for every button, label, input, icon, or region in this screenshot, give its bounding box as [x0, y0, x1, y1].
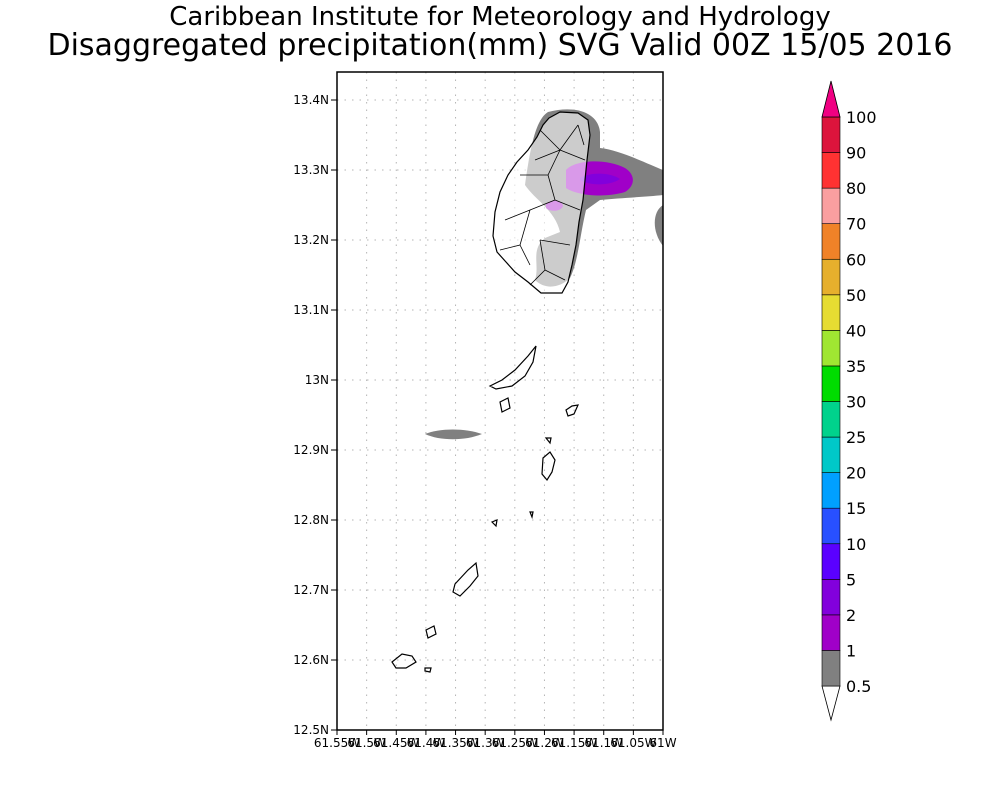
colorbar-swatch: [821, 152, 841, 189]
precip-area-0.5mm-sea: [425, 429, 482, 440]
colorbar-swatch: [821, 187, 841, 224]
lon-tick-label: 61W: [649, 736, 676, 750]
colorbar-swatch: [821, 365, 841, 402]
lon-tick-label: 61.3W: [466, 736, 505, 750]
precip-area-2mm: [580, 173, 620, 185]
island-mustique: [541, 451, 556, 482]
lat-tick-label: 12.6N: [293, 653, 329, 667]
colorbar-label: 30: [846, 393, 866, 412]
colorbar-label: 90: [846, 144, 866, 163]
lat-tick-label: 12.5N: [293, 723, 329, 737]
colorbar-swatch: [821, 650, 841, 687]
lat-tick-label: 13N: [305, 373, 329, 387]
colorbar-swatch: [821, 614, 841, 651]
island-union: [391, 653, 417, 669]
colorbar-label: 100: [846, 108, 877, 127]
colorbar-label: 40: [846, 321, 866, 340]
colorbar-label: 80: [846, 179, 866, 198]
colorbar-label: 1: [846, 641, 856, 660]
colorbar-lower-extension: [821, 685, 841, 722]
colorbar-label: 70: [846, 215, 866, 234]
chart-title: Caribbean Institute for Meteorology and …: [169, 2, 831, 32]
colorbar-swatch: [821, 116, 841, 153]
colorbar-swatch: [821, 543, 841, 580]
colorbar-swatch: [821, 472, 841, 509]
lat-tick-label: 13.3N: [293, 163, 329, 177]
colorbar-label: 60: [846, 250, 866, 269]
colorbar-swatch: [821, 401, 841, 438]
lon-tick-label: 61.1W: [584, 736, 623, 750]
colorbar-swatch: [821, 507, 841, 545]
colorbar-label: 20: [846, 464, 866, 483]
lat-tick-label: 12.9N: [293, 443, 329, 457]
chart-subtitle: Disaggregated precipitation(mm) SVG Vali…: [47, 28, 953, 63]
island-canouan: [452, 561, 479, 597]
longitude-axis: 61.55W61.5W61.45W61.4W61.35W61.3W61.25W6…: [314, 730, 677, 750]
island-bequia: [488, 345, 537, 390]
island-small-4: [490, 519, 498, 528]
map-grid: [337, 72, 663, 730]
plot-frame: [336, 71, 664, 731]
island-small-5: [424, 667, 432, 673]
island-small-2: [425, 625, 437, 639]
lat-tick-label: 12.7N: [293, 583, 329, 597]
lon-tick-label: 61.05W: [610, 736, 656, 750]
lon-tick-label: 61.4W: [407, 736, 446, 750]
colorbar-label: 0.5: [846, 677, 871, 696]
island-small-7: [529, 511, 534, 520]
island-rivers: [499, 124, 586, 286]
lat-tick-label: 13.4N: [293, 93, 329, 107]
colorbar-label: 10: [846, 535, 866, 554]
island-small-6: [544, 437, 552, 445]
colorbar-swatch: [821, 223, 841, 260]
colorbar-label: 25: [846, 428, 866, 447]
lon-tick-label: 61.5W: [347, 736, 386, 750]
island-small-1: [565, 404, 580, 417]
colorbar-label: 5: [846, 570, 856, 589]
lat-tick-label: 13.2N: [293, 233, 329, 247]
colorbar-label: 50: [846, 286, 866, 305]
colorbar-swatch: [821, 436, 841, 473]
lon-tick-label: 61.45W: [373, 736, 419, 750]
colorbar-swatch: [821, 330, 841, 367]
lon-tick-label: 61.35W: [432, 736, 478, 750]
lon-tick-label: 61.55W: [314, 736, 360, 750]
colorbar-label: 2: [846, 606, 856, 625]
island-small-3: [499, 397, 511, 413]
lat-tick-label: 12.8N: [293, 513, 329, 527]
lon-tick-label: 61.15W: [551, 736, 597, 750]
colorbar-swatch: [821, 579, 841, 616]
colorbar-label: 15: [846, 499, 866, 518]
latitude-axis: 13.4N 13.3N 13.2N 13.1N 13N 12.9N 12.8N 12.7N 12…: [293, 93, 337, 737]
colorbar-upper-extension: [821, 80, 841, 118]
colorbar-label: 35: [846, 357, 866, 376]
colorbar-swatch: [821, 294, 841, 331]
lon-tick-label: 61.25W: [492, 736, 538, 750]
lat-tick-label: 13.1N: [293, 303, 329, 317]
island-saint-vincent: [492, 111, 591, 294]
colorbar-swatch: [821, 258, 841, 296]
coastlines: [391, 111, 591, 673]
precip-area-0.5mm-east: [654, 205, 663, 246]
lon-tick-label: 61.2W: [525, 736, 564, 750]
